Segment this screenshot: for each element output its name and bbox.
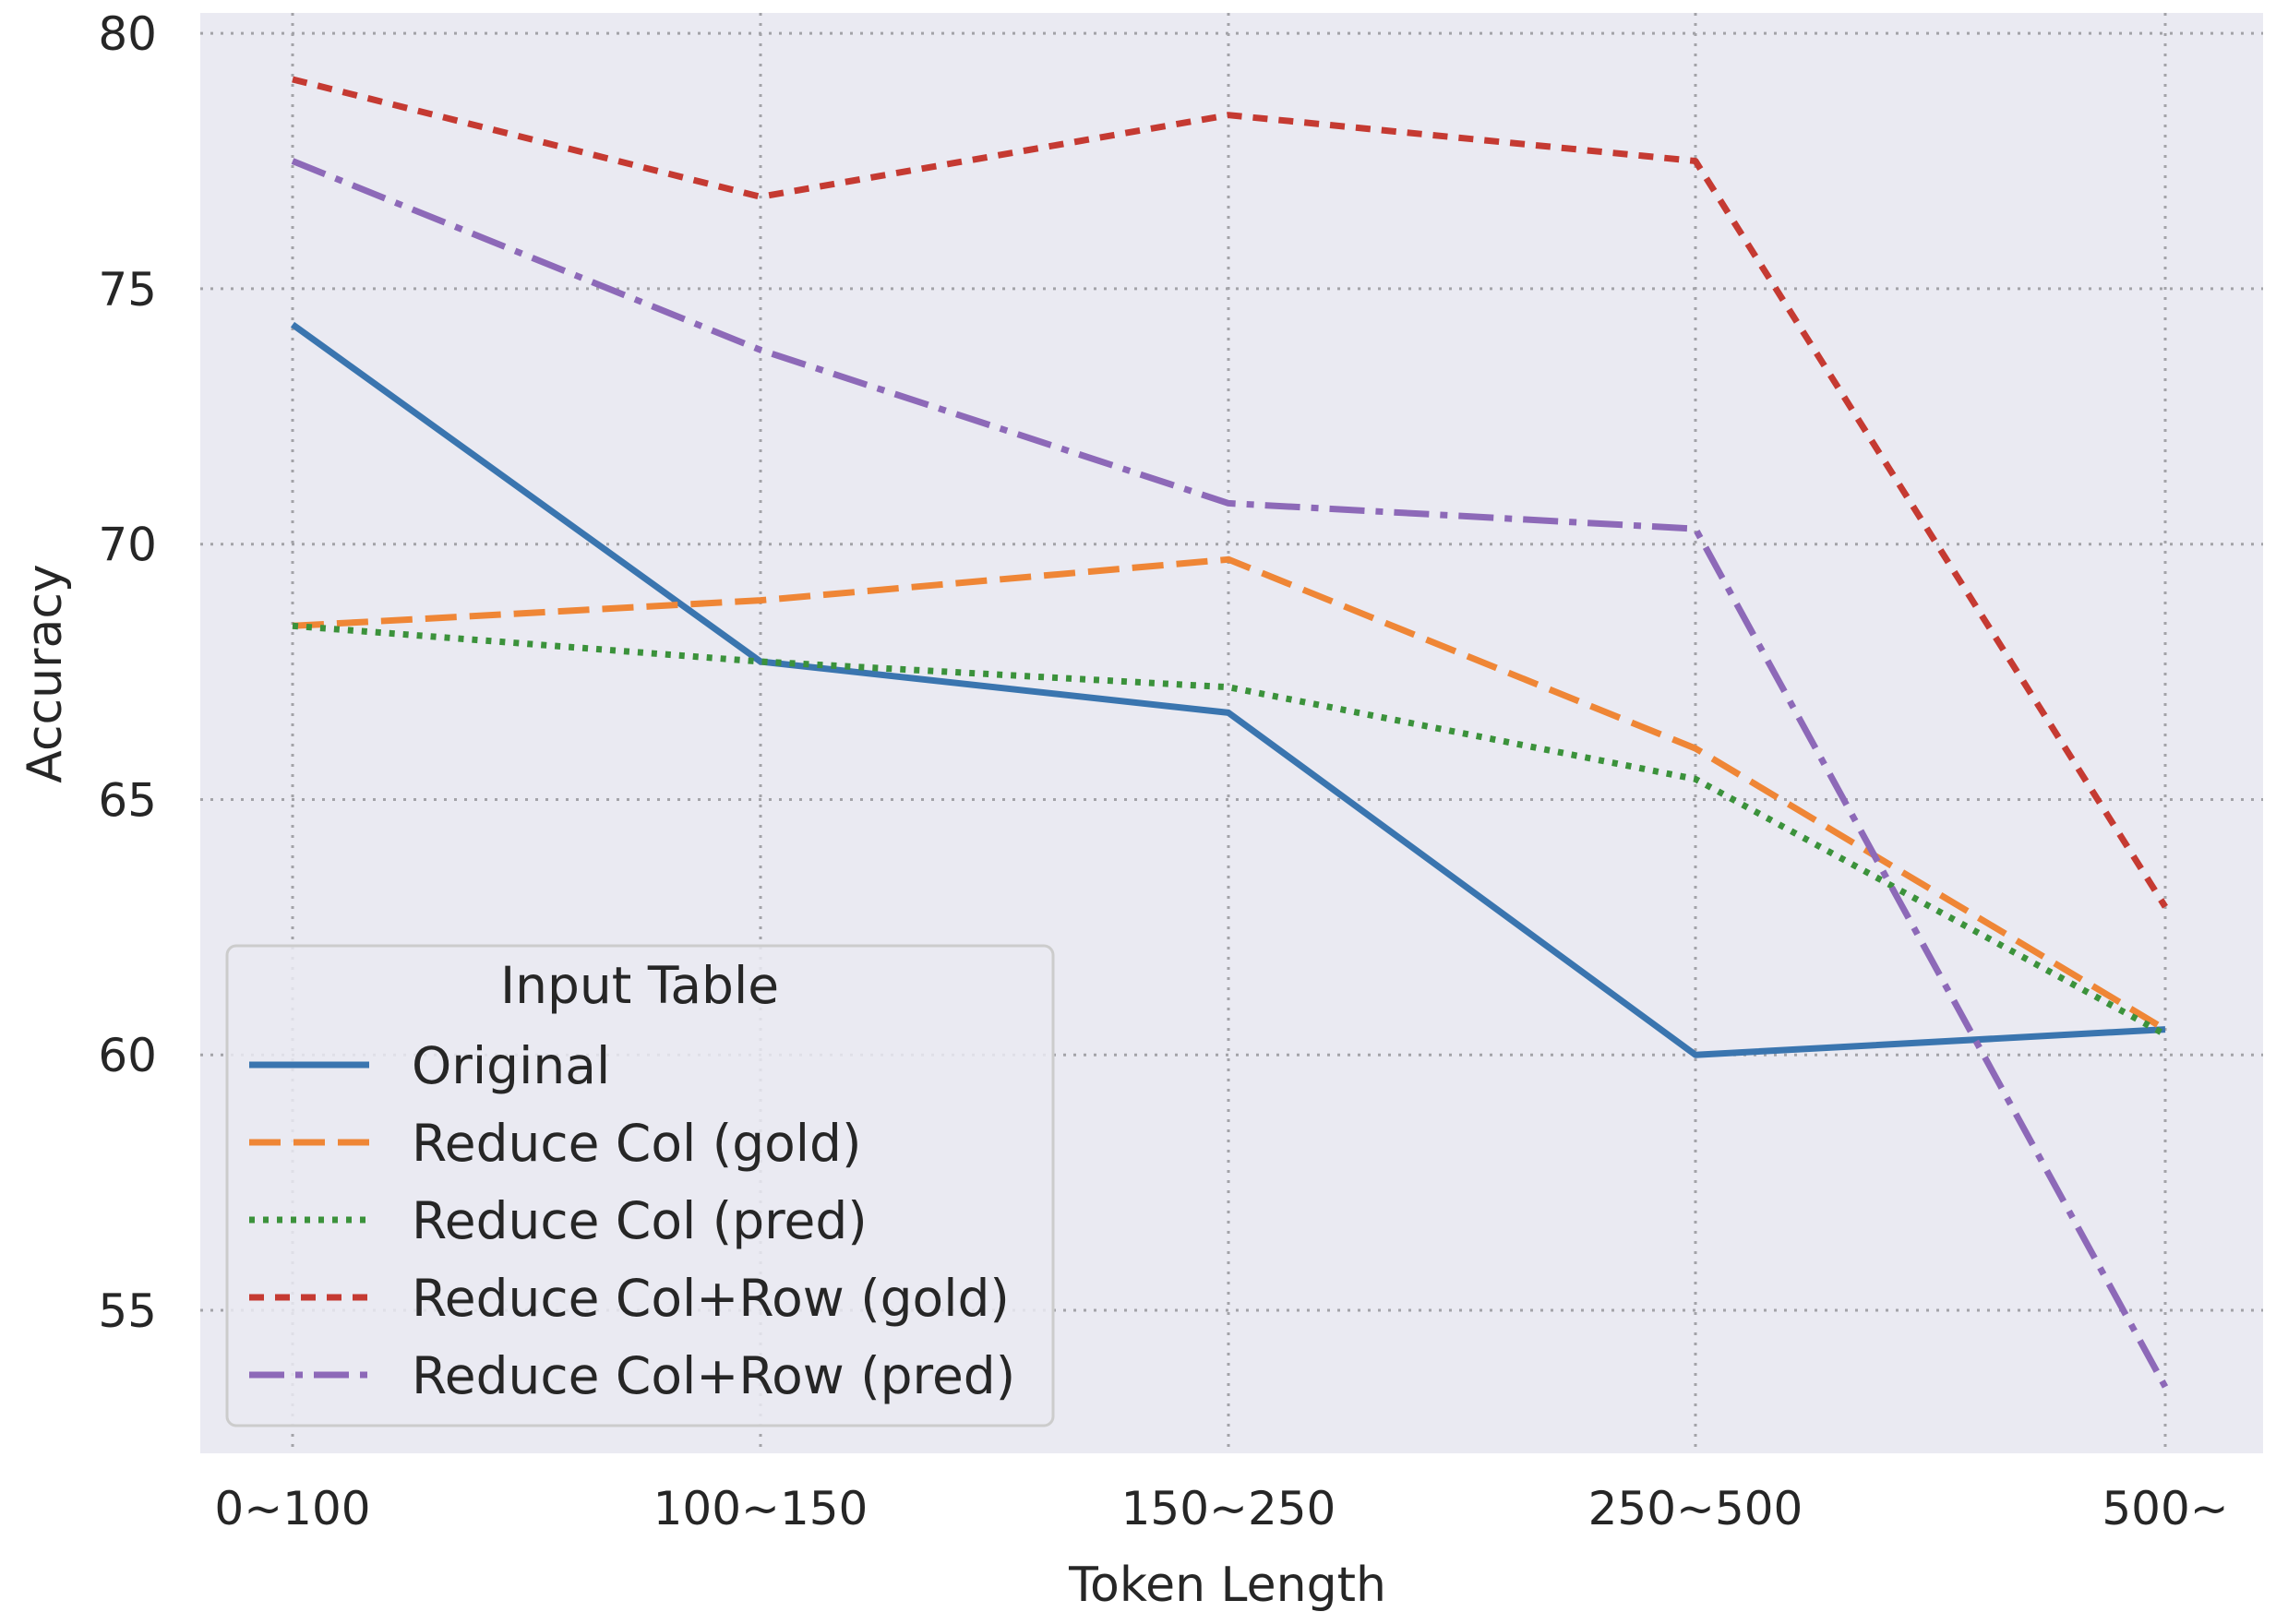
legend-box — [225, 944, 1055, 1427]
legend-label: Reduce Col (gold) — [412, 1114, 861, 1173]
series-lines — [290, 76, 2169, 1389]
legend: Input Table Original Reduce Col (gold) Red… — [225, 944, 1055, 1427]
series-line-1 — [290, 321, 2166, 1058]
y-tick-label: 60 — [98, 1029, 157, 1082]
y-tick-label: 65 — [98, 773, 157, 827]
y-tick-label: 75 — [98, 263, 157, 316]
legend-label: Reduce Col+Row (gold) — [412, 1269, 1010, 1328]
y-tick-label: 70 — [98, 519, 157, 572]
y-tick-labels: 55 60 65 70 75 80 — [98, 7, 157, 1338]
x-tick-labels: 0~100 100~150 150~250 250~500 500~ — [214, 1482, 2228, 1535]
series-line-4 — [292, 76, 2168, 909]
x-tick-label: 150~250 — [1121, 1482, 1336, 1535]
legend-label: Reduce Col (pred) — [412, 1191, 868, 1250]
y-tick-label: 80 — [98, 7, 157, 61]
x-tick-label: 250~500 — [1588, 1482, 1803, 1535]
y-axis-title: Accuracy — [18, 564, 73, 782]
series-line-2 — [292, 555, 2167, 1033]
legend-label: Original — [412, 1036, 610, 1095]
x-tick-label: 100~150 — [653, 1482, 868, 1535]
legend-title: Input Table — [500, 956, 779, 1015]
x-tick-label: 500~ — [2102, 1482, 2228, 1535]
x-axis-title: Token Length — [1068, 1558, 1386, 1613]
legend-label: Reduce Col+Row (pred) — [412, 1346, 1015, 1405]
series-line-5 — [291, 158, 2169, 1389]
series-line-3 — [292, 622, 2167, 1038]
y-tick-label: 55 — [98, 1284, 157, 1338]
x-tick-label: 0~100 — [214, 1482, 370, 1535]
